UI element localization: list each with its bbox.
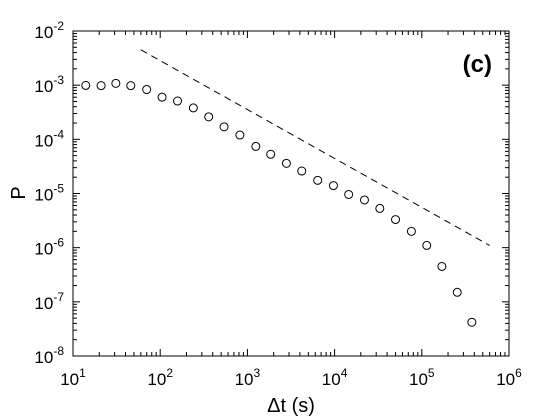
data-point (467, 317, 477, 327)
data-point (375, 203, 385, 213)
data-point (204, 112, 214, 122)
data-point (81, 80, 91, 90)
panel-label: (c) (463, 51, 492, 78)
y-tick-label: 10-4 (34, 127, 64, 150)
x-tick-label: 102 (147, 366, 173, 389)
x-axis-label: Δt (s) (267, 395, 315, 417)
data-point (297, 166, 307, 176)
data-point (328, 181, 338, 191)
data-point (235, 130, 245, 140)
data-point (157, 92, 167, 102)
y-axis-label: P (8, 186, 30, 199)
y-tick-label: 10-3 (34, 73, 64, 96)
data-point (406, 226, 416, 236)
data-point (126, 81, 136, 91)
y-tick-label: 10-2 (34, 19, 64, 42)
x-tick-label: 103 (235, 366, 261, 389)
data-point (313, 175, 323, 185)
y-tick-label: 10-5 (34, 182, 64, 205)
data-point (96, 81, 106, 91)
plot-area (72, 30, 510, 357)
data-point (219, 122, 229, 132)
data-point (391, 215, 401, 225)
data-point (251, 141, 261, 151)
y-tick-label: 10-8 (34, 344, 64, 367)
data-point (173, 96, 183, 106)
axis-ticks: 101 102 103 104 105 106 10-8 10-7 10-6 10-5 10-4 10… (34, 19, 522, 389)
y-tick-label: 10-7 (34, 290, 64, 313)
data-point (266, 149, 276, 159)
data-point (437, 261, 447, 271)
x-tick-label: 105 (409, 366, 435, 389)
data-point (452, 287, 462, 297)
reference-dashed-line (140, 49, 490, 246)
data-point (422, 240, 432, 250)
data-point (142, 85, 152, 95)
y-tick-label: 10-6 (34, 236, 64, 259)
x-tick-label: 106 (496, 366, 522, 389)
x-tick-label: 101 (60, 366, 86, 389)
data-point (359, 195, 369, 205)
data-point (188, 103, 198, 113)
data-point (344, 189, 354, 199)
data-marks (81, 49, 490, 327)
data-point (281, 158, 291, 168)
x-tick-label: 104 (322, 366, 348, 389)
data-point (111, 78, 121, 88)
